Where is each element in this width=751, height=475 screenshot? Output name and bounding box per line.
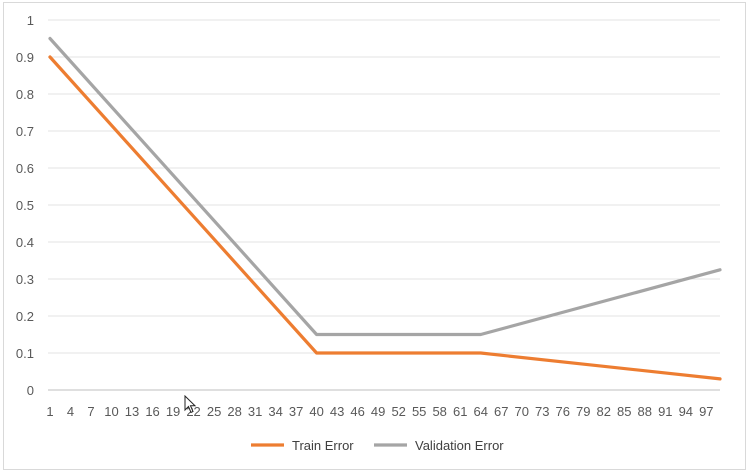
y-tick-label: 0.3: [16, 272, 34, 287]
x-tick-label: 46: [350, 404, 364, 419]
series-line-validation-error: [48, 36, 722, 337]
x-tick-label: 25: [207, 404, 221, 419]
legend: Train Error Validation Error: [251, 438, 504, 453]
x-tick-label: 10: [104, 404, 118, 419]
chart-area: [3, 2, 746, 470]
x-tick-label: 70: [515, 404, 529, 419]
gridlines: [48, 19, 720, 391]
y-axis-ticks: 0 0.1 0.2 0.3 0.4 0.5 0.6 0.7 0.8 0.9 1: [16, 13, 34, 398]
y-tick-label: 0.1: [16, 346, 34, 361]
x-tick-label: 34: [268, 404, 282, 419]
series-line-train-error: [48, 55, 722, 381]
x-tick-label: 37: [289, 404, 303, 419]
x-tick-label: 55: [412, 404, 426, 419]
y-tick-label: 0.8: [16, 87, 34, 102]
x-tick-label: 76: [556, 404, 570, 419]
x-tick-label: 73: [535, 404, 549, 419]
x-tick-label: 28: [227, 404, 241, 419]
x-tick-label: 64: [473, 404, 487, 419]
x-tick-label: 31: [248, 404, 262, 419]
x-tick-label: 49: [371, 404, 385, 419]
x-tick-label: 85: [617, 404, 631, 419]
legend-label: Validation Error: [415, 438, 504, 453]
x-tick-label: 19: [166, 404, 180, 419]
x-tick-label: 52: [391, 404, 405, 419]
y-tick-label: 0.7: [16, 124, 34, 139]
x-tick-label: 88: [638, 404, 652, 419]
x-tick-label: 79: [576, 404, 590, 419]
y-tick-label: 0.4: [16, 235, 34, 250]
x-tick-label: 43: [330, 404, 344, 419]
mouse-pointer-icon: [184, 395, 197, 414]
x-tick-label: 16: [145, 404, 159, 419]
y-tick-label: 0.6: [16, 161, 34, 176]
x-tick-label: 61: [453, 404, 467, 419]
x-tick-label: 13: [125, 404, 139, 419]
x-tick-label: 91: [658, 404, 672, 419]
x-tick-label: 58: [432, 404, 446, 419]
y-tick-label: 0.2: [16, 309, 34, 324]
y-tick-label: 0: [27, 383, 34, 398]
x-tick-label: 4: [67, 404, 74, 419]
x-tick-label: 7: [87, 404, 94, 419]
x-tick-label: 67: [494, 404, 508, 419]
x-tick-label: 82: [597, 404, 611, 419]
y-tick-label: 0.5: [16, 198, 34, 213]
x-tick-label: 40: [309, 404, 323, 419]
y-tick-label: 1: [27, 13, 34, 28]
x-tick-label: 1: [46, 404, 53, 419]
x-axis-ticks: 1 4 7 10 13 16 19 22 25 28 31 34 37 40 43 46 49 52 55 58 61 6…: [46, 404, 713, 419]
legend-label: Train Error: [292, 438, 354, 453]
series-lines: [48, 36, 722, 381]
y-tick-label: 0.9: [16, 50, 34, 65]
x-tick-label: 97: [699, 404, 713, 419]
x-tick-label: 94: [679, 404, 693, 419]
